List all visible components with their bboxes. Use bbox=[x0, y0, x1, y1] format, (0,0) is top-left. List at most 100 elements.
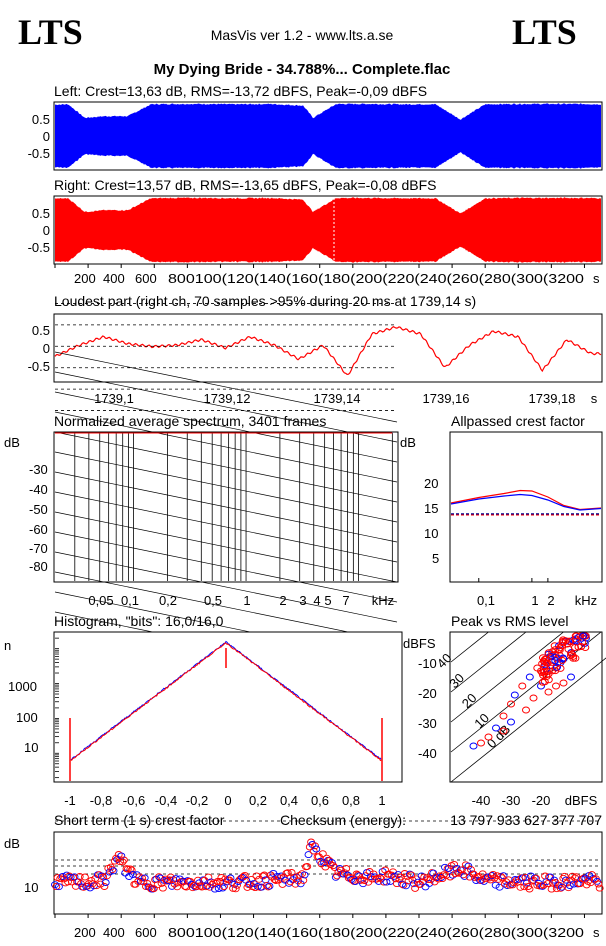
spectrum-slope bbox=[54, 571, 398, 643]
spectrum-slope bbox=[54, 371, 398, 443]
allpass-ytick: 5 bbox=[432, 551, 439, 566]
peakrms-point bbox=[579, 632, 588, 640]
crest-point bbox=[65, 872, 74, 880]
spectrum-xtick-unit: kHz bbox=[372, 593, 394, 608]
crest-point bbox=[92, 882, 101, 890]
loudest-xtick: 1739,18 bbox=[529, 391, 576, 406]
peakrms-point bbox=[499, 712, 508, 720]
allpass-line bbox=[450, 489, 602, 511]
spectrum-ytick: -30 bbox=[29, 462, 48, 477]
crest-point bbox=[340, 869, 349, 877]
time-tick: 600 bbox=[135, 925, 157, 940]
crest-point bbox=[491, 881, 500, 889]
crest-point bbox=[361, 872, 370, 880]
loudest-ytick: 0 bbox=[43, 341, 50, 356]
peakrms-xtick: -40 bbox=[472, 793, 491, 808]
crest-point bbox=[97, 872, 106, 880]
spectrum-slope bbox=[54, 531, 398, 603]
peakrms-diagonal bbox=[450, 631, 489, 663]
peakrms-point bbox=[539, 654, 547, 662]
time-axis-top: 200 400 600 800100(120(140(160(180(200(2… bbox=[54, 264, 600, 286]
crest-point bbox=[493, 872, 501, 880]
peakrms-point bbox=[529, 694, 538, 702]
spectrum-slope bbox=[54, 471, 398, 543]
crest-point bbox=[352, 870, 361, 878]
checksum-value: 13 797 933 627 377 707 bbox=[450, 812, 602, 828]
crest-point bbox=[434, 875, 443, 883]
peakrms-point bbox=[551, 667, 560, 675]
crest-point bbox=[247, 875, 256, 883]
crest-point bbox=[303, 863, 312, 870]
left-ytick: 0 bbox=[43, 129, 50, 144]
crest-point bbox=[411, 884, 420, 892]
crest-point bbox=[552, 885, 561, 893]
loudest-xtick: 1739,14 bbox=[314, 391, 361, 406]
loudest-xtick: 1739,12 bbox=[204, 391, 251, 406]
histogram-ylabel: n bbox=[4, 638, 11, 653]
crest-point bbox=[257, 883, 266, 891]
crest-point bbox=[516, 883, 525, 891]
spectrum-slope bbox=[54, 431, 398, 503]
loudest-xtick: 1739,16 bbox=[423, 391, 470, 406]
allpass-xtick: 2 bbox=[547, 593, 554, 608]
loudest-xtick-unit: s bbox=[591, 391, 598, 406]
allpass-ytick: 10 bbox=[424, 526, 438, 541]
peakrms-point bbox=[484, 733, 493, 741]
peakrms-point bbox=[540, 678, 549, 686]
crest-ylabel: dB bbox=[4, 836, 20, 851]
crest-point bbox=[291, 880, 300, 888]
time-tick-unit: s bbox=[593, 271, 600, 286]
crest-point bbox=[450, 860, 459, 868]
peakrms-point bbox=[542, 659, 551, 667]
crest-point bbox=[158, 884, 167, 892]
peakrms-point bbox=[507, 718, 515, 726]
time-tick: 200 bbox=[74, 925, 96, 940]
allpass-xtick: 0,1 bbox=[477, 593, 495, 608]
spectrum-title: Normalized average spectrum, 3401 frames bbox=[54, 413, 326, 429]
spectrum-ytick: -40 bbox=[29, 482, 48, 497]
crest-point bbox=[259, 872, 267, 880]
peakrms-point bbox=[551, 653, 560, 661]
histogram-ytick: 100 bbox=[16, 710, 38, 725]
crest-point bbox=[403, 872, 412, 880]
crest-point bbox=[118, 858, 127, 866]
right-envelope bbox=[55, 197, 601, 263]
spectrum-xtick: 1 bbox=[243, 593, 250, 608]
spectrum-slope bbox=[54, 391, 398, 463]
peakrms-point bbox=[492, 724, 500, 732]
spectrum-slope bbox=[54, 511, 398, 583]
spectrum-xtick: 0,1 bbox=[121, 593, 139, 608]
crest-point bbox=[342, 865, 351, 872]
spectrum-ylabel: dB bbox=[4, 435, 20, 450]
crest-point bbox=[153, 881, 162, 889]
histogram-line bbox=[70, 640, 382, 761]
crest-point bbox=[101, 879, 110, 886]
histogram-frame bbox=[53, 631, 403, 783]
crest-point bbox=[239, 873, 248, 881]
crest-point bbox=[543, 880, 552, 888]
crest-point bbox=[292, 873, 301, 881]
crest-point bbox=[197, 883, 206, 891]
crest-point bbox=[359, 880, 368, 888]
peakrms-diagonal bbox=[450, 631, 527, 693]
crest-point bbox=[408, 876, 417, 884]
crest-point bbox=[405, 870, 414, 878]
crest-point bbox=[231, 885, 240, 893]
histogram-title: Histogram, "bits": 16,0/16,0 bbox=[54, 613, 224, 629]
peakrms-point bbox=[544, 676, 553, 684]
crest-point bbox=[446, 873, 455, 881]
allpass-plot bbox=[450, 489, 602, 582]
peakrms-point bbox=[558, 656, 567, 664]
left-ytick: -0.5 bbox=[28, 146, 50, 161]
time-tick: 800100(120(140(160(180(200(220(240(260(2… bbox=[168, 271, 584, 286]
peakrms-diagonal bbox=[450, 631, 602, 753]
crest-frame bbox=[53, 831, 603, 915]
peakrms-ylabel: dBFS bbox=[403, 636, 436, 651]
allpass-ylabel: dB bbox=[400, 435, 416, 450]
histogram-ytick: 1000 bbox=[8, 679, 37, 694]
left-title: Left: Crest=13,63 dB, RMS=-13,72 dBFS, P… bbox=[54, 83, 427, 99]
right-title: Right: Crest=13,57 dB, RMS=-13,65 dBFS, … bbox=[54, 177, 436, 193]
histogram-xtick: 1 bbox=[378, 793, 385, 808]
spectrum-ytick: -80 bbox=[29, 559, 48, 574]
peakrms-point bbox=[571, 644, 579, 651]
